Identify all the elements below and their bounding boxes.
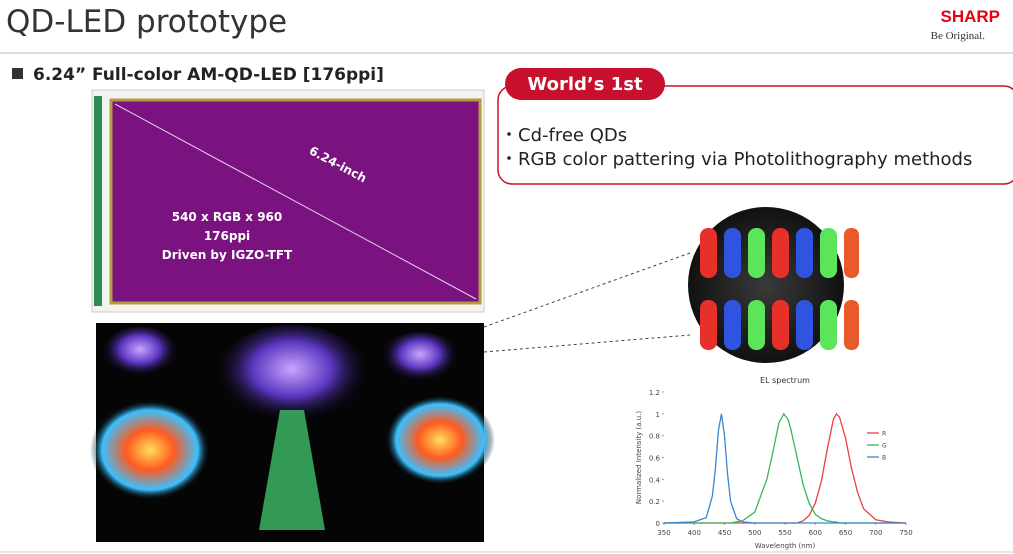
zoom-line xyxy=(483,334,691,353)
y-tick-label: 0.8 xyxy=(649,433,660,441)
x-tick-label: 700 xyxy=(869,529,882,537)
x-tick-label: 400 xyxy=(688,529,701,537)
spec: 176ppi xyxy=(204,229,250,243)
x-tick-label: 650 xyxy=(839,529,852,537)
spec: Driven by IGZO-TFT xyxy=(162,248,293,262)
title: QD-LED prototype xyxy=(6,4,287,40)
photo-glow xyxy=(100,327,180,383)
chart-title: EL spectrum xyxy=(760,376,810,385)
spec: 540 x RGB x 960 xyxy=(172,210,283,224)
photo-tree xyxy=(212,325,372,435)
photo-fan xyxy=(385,395,495,485)
legend-label: B xyxy=(882,455,886,462)
x-tick-label: 350 xyxy=(657,529,670,537)
bullet: RGB color pattering via Photolithography… xyxy=(518,149,972,170)
badge xyxy=(505,68,665,100)
panel-edge xyxy=(94,96,102,306)
x-tick-label: 750 xyxy=(899,529,912,537)
subpixels xyxy=(700,228,859,350)
y-tick-label: 0.4 xyxy=(649,476,661,484)
bullet-square xyxy=(12,68,23,79)
photo-fan xyxy=(90,400,210,500)
x-tick-label: 500 xyxy=(748,529,761,537)
series-line xyxy=(664,412,907,524)
spectrum-chart: EL spectrum 0 0.2 0.4 0.6 0.8 1 1.2 350 400 450 500… xyxy=(635,376,913,550)
subtitle: 6.24” Full-color AM-QD-LED [176ppi] xyxy=(33,65,384,85)
x-tick-label: 600 xyxy=(809,529,822,537)
panel-diagonal xyxy=(114,103,477,300)
y-tick-label: 0.6 xyxy=(649,455,661,463)
y-tick-label: 1.2 xyxy=(649,389,660,397)
x-tick-label: 450 xyxy=(718,529,731,537)
bullet-dot xyxy=(507,156,511,160)
zoom-line xyxy=(483,252,691,328)
legend-label: R xyxy=(882,431,886,438)
logo: SHARP xyxy=(940,7,1000,26)
legend-label: G xyxy=(882,443,887,450)
bullet-dot xyxy=(507,132,511,136)
callout-box xyxy=(497,85,1013,185)
series-line xyxy=(664,412,906,524)
bullet: Cd-free QDs xyxy=(518,125,627,146)
y-tick-label: 0.2 xyxy=(649,498,660,506)
series-line xyxy=(663,413,906,524)
x-tick-label: 550 xyxy=(778,529,791,537)
tagline: Be Original. xyxy=(931,30,986,42)
x-axis-title: Wavelength (nm) xyxy=(755,542,816,550)
y-tick-label: 1 xyxy=(656,411,660,419)
badge-text: World’s 1st xyxy=(527,74,643,95)
photo-trunk xyxy=(259,410,325,530)
photo-glow xyxy=(380,332,460,388)
y-tick-label: 0 xyxy=(656,520,660,528)
y-axis-title: Normalized Intensity (a.u.) xyxy=(635,411,643,505)
